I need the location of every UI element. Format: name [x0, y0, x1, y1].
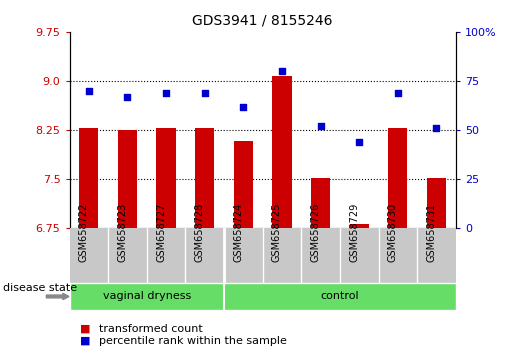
Point: [201, 90, 209, 96]
Text: vaginal dryness: vaginal dryness: [102, 291, 191, 302]
Text: percentile rank within the sample: percentile rank within the sample: [99, 336, 287, 346]
Bar: [79, 128, 98, 228]
Point: [278, 68, 286, 74]
Point: [393, 90, 402, 96]
Text: disease state: disease state: [3, 282, 77, 293]
Text: transformed count: transformed count: [99, 324, 203, 333]
Point: [84, 88, 93, 94]
Point: [239, 104, 247, 109]
Text: ■: ■: [80, 324, 90, 333]
Text: GSM658723: GSM658723: [117, 203, 128, 262]
Bar: [427, 178, 446, 228]
Text: GSM658728: GSM658728: [195, 203, 205, 262]
Text: GSM658726: GSM658726: [311, 203, 320, 262]
Bar: [195, 128, 214, 228]
Point: [162, 90, 170, 96]
Text: GSM658731: GSM658731: [426, 203, 436, 262]
Text: GSM658727: GSM658727: [156, 203, 166, 262]
Text: ■: ■: [80, 336, 90, 346]
Text: GSM658722: GSM658722: [79, 203, 89, 262]
Text: GSM658729: GSM658729: [349, 203, 359, 262]
Text: GSM658730: GSM658730: [388, 203, 398, 262]
Bar: [311, 178, 330, 228]
Text: control: control: [320, 291, 359, 302]
Point: [124, 94, 132, 99]
Bar: [350, 224, 369, 228]
Bar: [157, 128, 176, 228]
Bar: [118, 130, 137, 228]
Bar: [388, 128, 407, 228]
Bar: [234, 141, 253, 228]
Point: [432, 125, 440, 131]
Text: GSM658725: GSM658725: [272, 203, 282, 262]
Point: [355, 139, 363, 145]
Title: GDS3941 / 8155246: GDS3941 / 8155246: [193, 14, 333, 28]
Point: [316, 123, 324, 129]
Bar: [272, 76, 291, 228]
Text: GSM658724: GSM658724: [233, 203, 243, 262]
